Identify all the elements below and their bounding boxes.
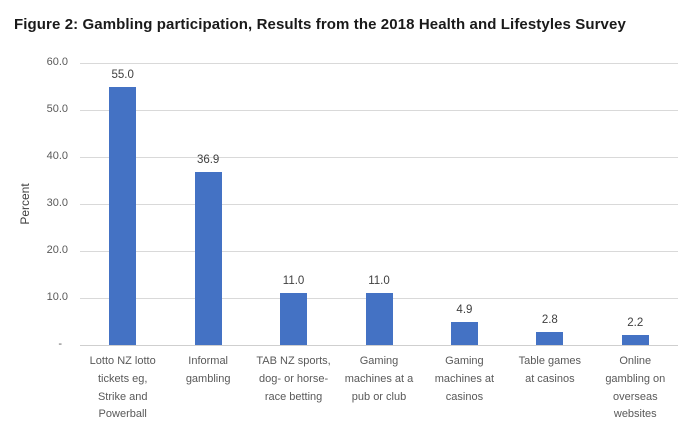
y-tick-label: 40.0: [46, 150, 68, 162]
category-label: Informal gambling: [185, 355, 231, 385]
y-tick-label: 10.0: [46, 291, 68, 303]
bar-value-label: 2.8: [541, 313, 558, 326]
y-tick-label: 60.0: [46, 56, 68, 68]
gridline: [80, 109, 678, 111]
bar: [450, 321, 478, 345]
bar: [365, 293, 393, 345]
bar-value-label: 2.2: [627, 316, 644, 329]
figure-title: Figure 2: Gambling participation, Result…: [14, 16, 626, 33]
bar: [280, 293, 308, 345]
category-label: Online gambling on overseas websites: [605, 355, 666, 421]
bar-value-label: 11.0: [282, 275, 305, 288]
category-label: Table games at casinos: [518, 355, 582, 385]
category-label: Gaming machines at casinos: [434, 355, 495, 403]
bar-value-label: 11.0: [368, 275, 390, 288]
y-tick-label: -: [58, 338, 62, 350]
bar: [109, 86, 137, 345]
y-tick-label: 20.0: [46, 244, 68, 256]
gridline: [80, 62, 678, 64]
gridline: [80, 250, 678, 252]
gridline: [80, 203, 678, 205]
y-tick-label: 50.0: [46, 103, 68, 115]
bar: [536, 331, 564, 345]
category-label: Gaming machines at a pub or club: [344, 355, 414, 403]
bar: [194, 171, 222, 345]
category-label: TAB NZ sports, dog- or horse- race betti…: [256, 355, 331, 403]
category-label: Lotto NZ lotto tickets eg, Strike and Po…: [89, 355, 156, 421]
bar: [621, 334, 649, 345]
bar-value-label: 4.9: [456, 303, 473, 316]
y-tick-label: 30.0: [46, 197, 68, 209]
gridline: [80, 344, 678, 346]
gridline: [80, 156, 678, 158]
bar-value-label: 36.9: [196, 153, 220, 166]
bar-value-label: 55.0: [111, 68, 134, 81]
